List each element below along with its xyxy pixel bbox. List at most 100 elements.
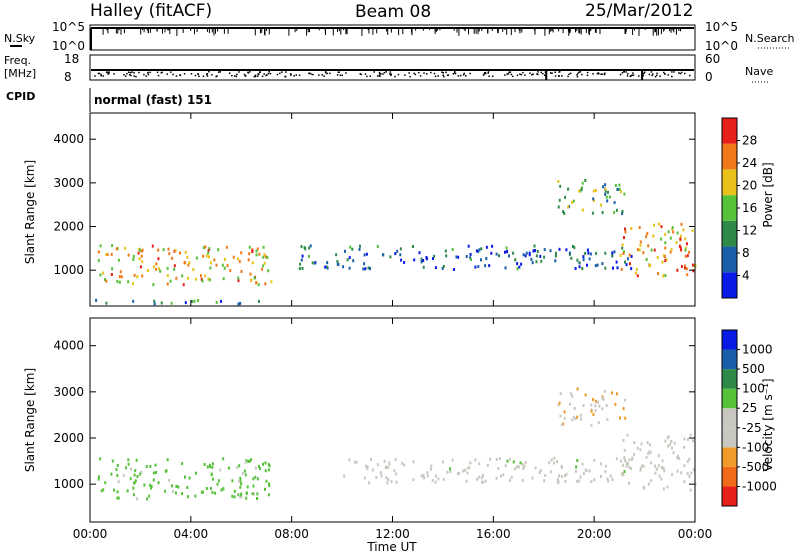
echo-cell <box>581 208 584 212</box>
echo-cell <box>174 491 177 495</box>
echo-cell <box>250 458 253 462</box>
nave-dot <box>175 75 178 77</box>
echo-cell <box>160 301 163 305</box>
nave-dot <box>254 75 257 78</box>
echo-cell <box>528 251 531 255</box>
echo-cell <box>111 244 114 248</box>
echo-cell <box>466 471 469 475</box>
echo-cell <box>423 476 426 480</box>
x-tick-label: 00:00 <box>678 527 713 541</box>
echo-cell <box>249 272 252 276</box>
velocity-y-ticks: 1000 2000 3000 4000 <box>53 339 695 491</box>
echo-cell <box>247 258 250 262</box>
echo-cell <box>100 489 103 493</box>
echo-cell <box>205 487 208 490</box>
echo-cell <box>264 487 266 491</box>
echo-cell <box>648 443 651 447</box>
nave-dot <box>443 75 445 78</box>
echo-cell <box>400 258 403 262</box>
echo-cell <box>403 463 406 467</box>
echo-cell <box>634 271 637 275</box>
echo-cell <box>251 261 254 265</box>
nave-dot <box>257 75 259 77</box>
echo-cell <box>171 256 174 260</box>
echo-cell <box>596 400 599 404</box>
echo-cell <box>246 485 249 489</box>
echo-cell <box>211 477 214 481</box>
echo-cell <box>97 477 100 481</box>
echo-cell <box>568 402 571 406</box>
nave-dot <box>257 73 259 75</box>
echo-cell <box>422 259 425 262</box>
nave-dot <box>506 73 508 75</box>
nave-dot <box>100 73 102 76</box>
nave-dot <box>462 74 465 76</box>
echo-cell <box>149 483 152 487</box>
echo-cell <box>615 457 618 461</box>
echo-cell <box>611 251 614 255</box>
echo-cell <box>348 458 351 462</box>
echo-cell <box>480 258 482 262</box>
nave-dot <box>123 73 125 76</box>
nave-dot <box>211 74 213 76</box>
echo-cell <box>474 265 477 269</box>
echo-cell <box>678 244 681 248</box>
echo-cell <box>531 261 534 265</box>
nave-dot <box>604 72 606 74</box>
echo-cell <box>349 245 352 249</box>
echo-cell <box>155 471 157 474</box>
echo-cell <box>233 495 236 499</box>
echo-cell <box>184 301 187 305</box>
echo-cell <box>188 261 191 265</box>
nave-dot <box>663 71 665 74</box>
echo-cell <box>358 247 361 251</box>
echo-cell <box>601 211 604 215</box>
echo-cell <box>502 473 505 477</box>
echo-cell <box>623 250 625 254</box>
echo-cell <box>105 301 108 305</box>
echo-cell <box>642 485 645 489</box>
echo-cell <box>662 254 665 257</box>
echo-cell <box>467 244 470 248</box>
echo-cell <box>679 234 682 238</box>
echo-cell <box>628 458 631 462</box>
nave-dot <box>413 72 415 75</box>
echo-cell <box>200 274 202 278</box>
echo-cell <box>505 246 508 250</box>
echo-cell <box>601 407 604 411</box>
echo-cell <box>595 251 598 255</box>
echo-cell <box>686 242 688 246</box>
echo-cell <box>604 251 607 255</box>
echo-cell <box>582 258 585 262</box>
echo-cell <box>588 257 591 261</box>
echo-cell <box>150 486 153 490</box>
colorbar-tick-label: 20 <box>742 179 757 193</box>
nave-dot <box>651 74 653 77</box>
echo-cell <box>639 448 642 452</box>
echo-cell <box>688 250 691 254</box>
echo-cell <box>255 253 258 257</box>
echo-cell <box>133 481 136 484</box>
echo-cell <box>140 254 143 258</box>
echo-cell <box>313 261 316 265</box>
x-tick-label: 00:00 <box>73 527 108 541</box>
echo-cell <box>582 404 585 408</box>
echo-cell <box>683 464 686 468</box>
echo-cell <box>264 469 267 473</box>
echo-cell <box>684 237 687 241</box>
echo-cell <box>630 255 633 258</box>
echo-cell <box>567 205 570 209</box>
echo-cell <box>127 458 130 462</box>
velocity-ylabel: Slant Range [km] <box>23 368 37 472</box>
echo-cell <box>336 262 339 266</box>
echo-cell <box>579 417 582 421</box>
nave-dot <box>507 73 510 75</box>
echo-cell <box>631 456 634 460</box>
nave-dot <box>293 75 295 77</box>
echo-cell <box>256 497 258 500</box>
nave-dot <box>206 73 208 76</box>
power-colorbar-label: Power [dB] <box>761 162 775 227</box>
echo-cell <box>262 255 265 259</box>
echo-cell <box>557 179 560 183</box>
nave-dot <box>650 71 653 73</box>
